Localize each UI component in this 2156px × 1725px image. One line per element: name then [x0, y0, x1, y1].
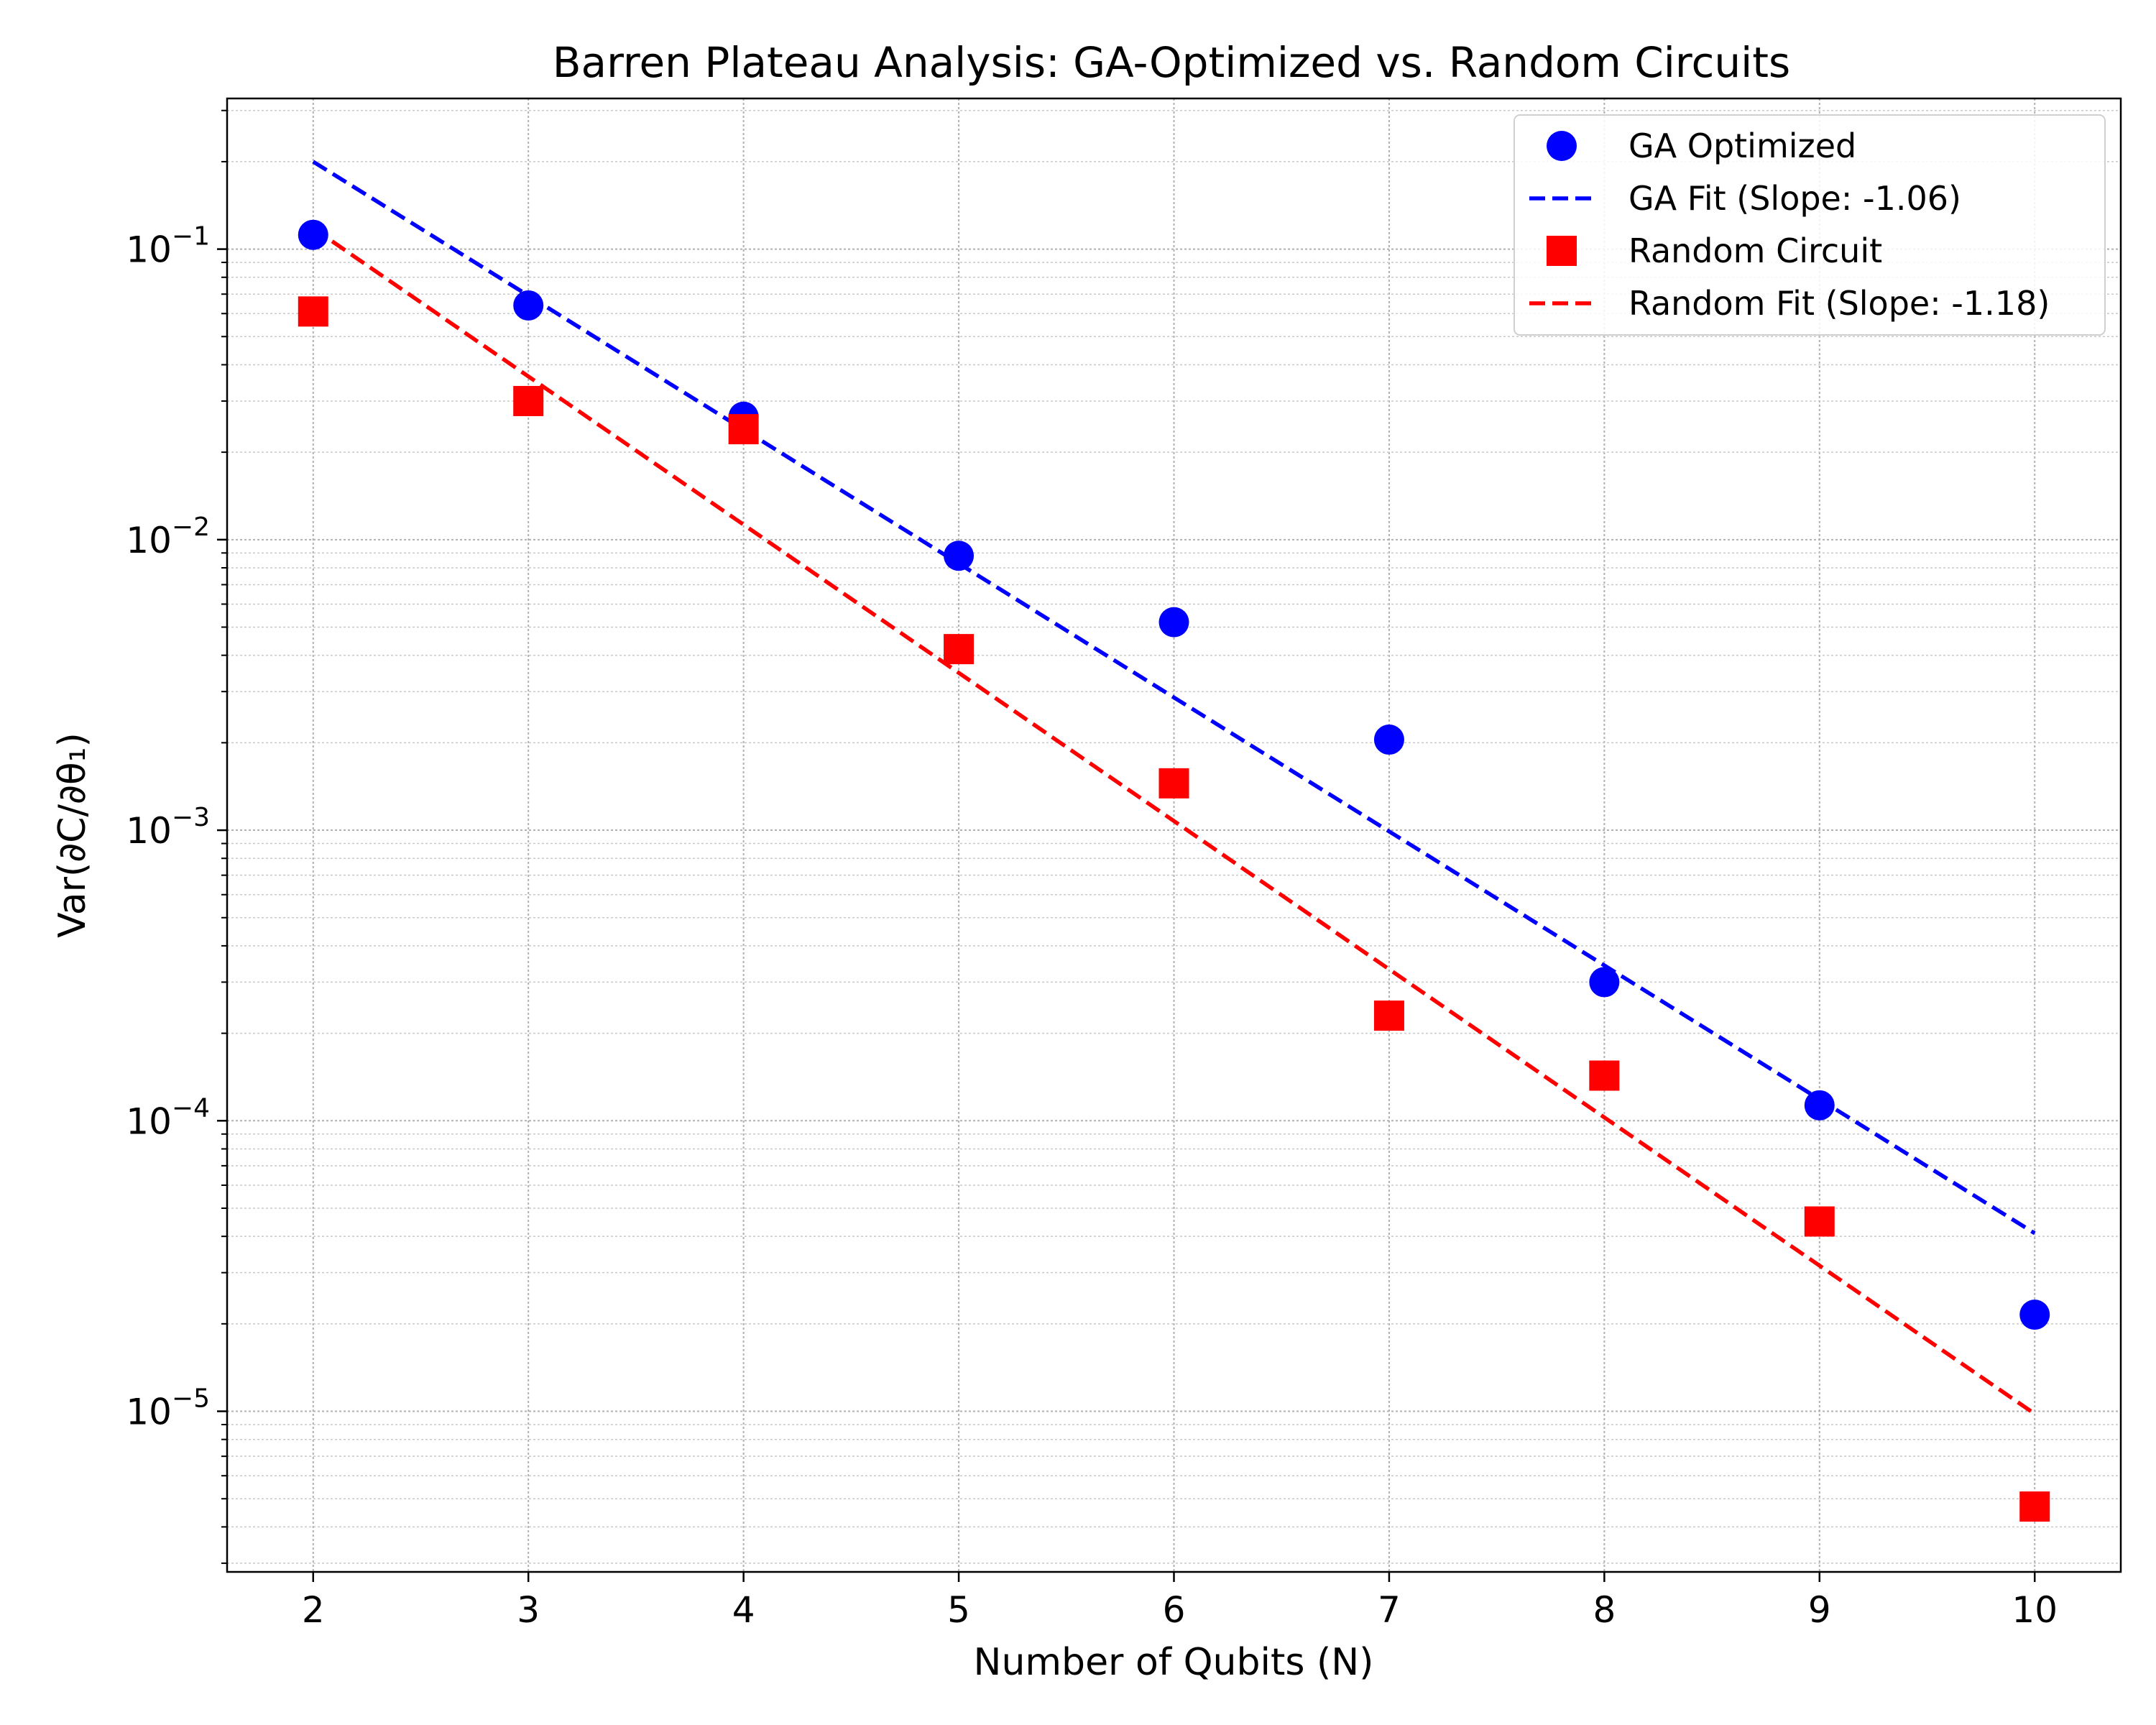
y-tick-label: 10−5: [126, 1384, 210, 1433]
legend-label: Random Fit (Slope: -1.18): [1628, 284, 2050, 323]
y-tick-label: 10−2: [126, 512, 210, 561]
x-tick-label: 3: [517, 1589, 540, 1631]
data-point: [2019, 1491, 2050, 1522]
legend-label: Random Circuit: [1628, 231, 1882, 270]
y-tick-label: 10−1: [126, 222, 210, 271]
legend-swatch: [1547, 236, 1577, 266]
data-point: [513, 385, 544, 416]
x-tick-label: 4: [732, 1589, 755, 1631]
data-point: [1804, 1090, 1835, 1121]
x-tick-label: 8: [1593, 1589, 1616, 1631]
x-axis-label: Number of Qubits (N): [974, 1641, 1374, 1684]
data-point: [2019, 1300, 2050, 1330]
data-point: [1589, 1060, 1620, 1091]
data-point: [298, 219, 328, 250]
data-markers: [298, 219, 2050, 1522]
x-tick-label: 2: [302, 1589, 325, 1631]
axis-ticks: 2 3 4 5 6 7 8 9 10 10−1 10−2 10−3 10−4 10−5: [126, 109, 2058, 1631]
data-point: [1804, 1206, 1835, 1237]
grid: [227, 98, 2121, 1572]
fit-line: [312, 160, 2036, 1236]
fit-lines: [312, 160, 2036, 1416]
legend-label: GA Optimized: [1628, 126, 1856, 165]
x-tick-label: 9: [1808, 1589, 1831, 1631]
fit-line: [312, 226, 2036, 1416]
legend-swatch: [1547, 131, 1577, 161]
legend: GA Optimized GA Fit (Slope: -1.06) Random …: [1514, 114, 2106, 336]
x-tick-label: 6: [1163, 1589, 1186, 1631]
data-point: [1589, 967, 1620, 998]
data-point: [944, 540, 975, 571]
y-tick-label: 10−3: [126, 803, 210, 852]
data-point: [1373, 724, 1404, 755]
y-axis-label: Var(∂C/∂θ₁): [51, 732, 94, 938]
data-point: [1158, 768, 1189, 799]
x-tick-label: 5: [947, 1589, 970, 1631]
data-point: [728, 414, 759, 445]
x-tick-label: 7: [1378, 1589, 1401, 1631]
data-point: [513, 290, 544, 321]
legend-box: [1514, 114, 2106, 336]
x-tick-label: 10: [2012, 1589, 2058, 1631]
y-tick-label: 10−4: [126, 1093, 210, 1142]
data-point: [944, 634, 975, 665]
data-point: [1158, 607, 1189, 638]
data-point: [1373, 1000, 1404, 1031]
legend-label: GA Fit (Slope: -1.06): [1628, 179, 1961, 218]
chart-title: Barren Plateau Analysis: GA-Optimized vs…: [553, 38, 1790, 87]
data-point: [298, 296, 328, 327]
